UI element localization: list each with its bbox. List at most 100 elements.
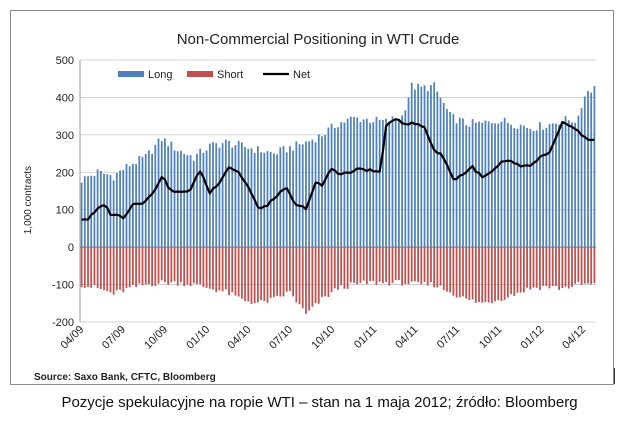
y-tick-label: -100 (52, 280, 74, 292)
net-line (81, 118, 595, 221)
long-bar (474, 122, 477, 248)
short-bar (414, 247, 416, 282)
short-bar (221, 247, 224, 292)
short-bar (484, 247, 487, 303)
short-bar (176, 247, 179, 286)
short-bar (548, 247, 551, 289)
long-bar (465, 125, 468, 248)
legend-swatch-long (118, 71, 144, 77)
short-bar (353, 247, 355, 283)
long-bar (423, 85, 426, 248)
long-bar (369, 122, 371, 248)
long-bar (176, 151, 179, 248)
long-bar (503, 117, 506, 248)
long-bar (170, 141, 173, 248)
long-bar (183, 154, 186, 248)
long-bar (244, 147, 246, 248)
short-bar (212, 247, 214, 290)
short-bar (356, 247, 359, 285)
short-bar (561, 247, 564, 289)
long-bar (333, 127, 336, 248)
long-bar (510, 124, 512, 248)
long-bar (119, 170, 121, 248)
short-bar (542, 247, 544, 286)
short-bar (266, 247, 269, 303)
long-bar (305, 141, 307, 248)
short-bar (462, 247, 464, 297)
short-bar (442, 247, 445, 290)
short-bar (378, 247, 381, 282)
short-bar (327, 247, 330, 297)
short-bar (83, 247, 86, 288)
short-bar (401, 247, 403, 286)
long-bar (282, 146, 285, 248)
short-bar (404, 247, 407, 285)
long-bar (468, 126, 471, 248)
long-bar (224, 139, 227, 248)
short-bar (122, 247, 125, 293)
long-bar (343, 122, 346, 248)
short-bar (273, 247, 275, 298)
short-bar (96, 247, 99, 289)
short-bar (170, 247, 173, 283)
long-bar (218, 147, 221, 248)
long-bar (151, 153, 153, 248)
short-bar (321, 247, 323, 298)
short-bar (574, 247, 577, 284)
long-bar (260, 152, 262, 248)
long-bar (135, 164, 137, 248)
long-bar (506, 122, 509, 248)
long-bar (103, 173, 105, 248)
long-bar (481, 122, 484, 248)
short-bar (398, 247, 400, 281)
x-tick-label: 01/12 (519, 324, 547, 352)
short-bar (436, 247, 439, 288)
long-bar (542, 129, 544, 248)
y-axis-label: 1,000 contracts (23, 166, 34, 234)
short-bar (583, 247, 586, 284)
short-bar (180, 247, 182, 283)
short-bar (545, 247, 548, 287)
long-bar (340, 122, 343, 248)
long-bar (414, 89, 416, 248)
short-bar (311, 247, 314, 307)
short-bar (141, 247, 144, 286)
short-bar (324, 247, 327, 297)
long-bar (378, 119, 381, 248)
short-bar (333, 247, 336, 289)
long-bar (353, 116, 355, 248)
long-bar (362, 119, 365, 248)
long-bar (205, 150, 208, 248)
long-bar (138, 155, 141, 248)
long-bar (308, 141, 311, 248)
short-bar (375, 247, 378, 285)
long-bar (266, 151, 269, 248)
short-bar (228, 247, 230, 296)
long-bar (141, 156, 144, 248)
short-bar (151, 247, 153, 287)
short-bar (260, 247, 262, 301)
short-bar (490, 247, 493, 304)
short-bar (231, 247, 234, 293)
long-bar (298, 144, 301, 248)
short-bar (503, 247, 506, 300)
short-bar (128, 247, 131, 288)
short-bar (218, 247, 221, 291)
long-bar (490, 123, 493, 248)
short-bar (567, 247, 570, 289)
short-bars (80, 247, 596, 314)
long-bar (196, 153, 198, 248)
short-bar (199, 247, 202, 285)
short-bar (510, 247, 512, 294)
short-bar (160, 247, 163, 281)
legend: Long Short Net (118, 69, 310, 81)
long-bar (324, 134, 327, 248)
short-bar (144, 247, 147, 285)
short-bar (391, 247, 394, 283)
long-bar (407, 97, 410, 248)
short-bar (308, 247, 311, 311)
short-bar (487, 247, 490, 303)
short-bar (340, 247, 343, 286)
long-bar (330, 123, 333, 248)
short-bar (240, 247, 243, 299)
